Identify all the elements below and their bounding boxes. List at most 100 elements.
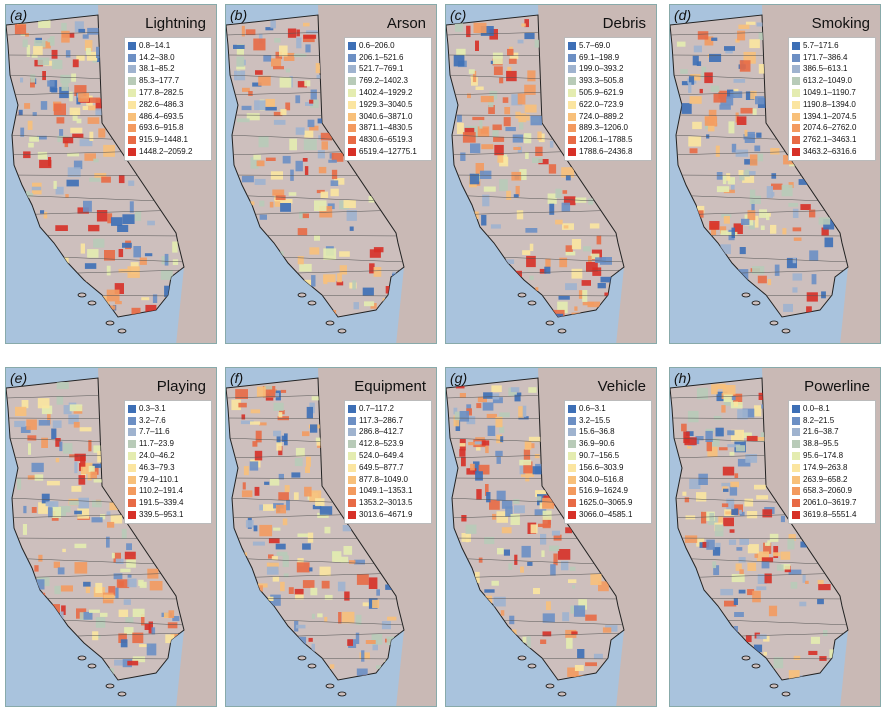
legend-label: 177.8–282.5 (139, 88, 184, 98)
island (325, 320, 335, 326)
fire-region (21, 400, 29, 409)
fire-region (241, 175, 254, 183)
fire-region (504, 317, 512, 322)
fire-region (702, 511, 715, 521)
fire-region (756, 634, 767, 640)
fire-region (558, 295, 570, 300)
panel-title: Smoking (811, 15, 870, 32)
legend-entry: 38.8–95.5 (792, 438, 872, 450)
fire-region (253, 525, 258, 532)
fire-region (821, 291, 826, 299)
legend-entry: 1448.2–2059.2 (128, 146, 208, 158)
fire-region (310, 99, 319, 108)
fire-region (303, 22, 310, 27)
fire-region (519, 465, 526, 475)
fire-region (552, 309, 565, 317)
fire-region (503, 549, 510, 556)
fire-region (246, 113, 260, 121)
fire-region (717, 643, 729, 653)
fire-region (499, 412, 510, 418)
fire-region (32, 112, 37, 116)
fire-region (40, 210, 45, 214)
fire-region (557, 301, 568, 314)
fire-region (757, 153, 764, 162)
fire-region (482, 402, 494, 411)
fire-region (517, 93, 526, 105)
fire-region (520, 316, 529, 317)
legend-swatch (568, 100, 576, 109)
fire-region (141, 675, 152, 680)
legend-label: 613.2–1049.0 (803, 76, 852, 86)
fire-region (568, 579, 577, 583)
fire-region (752, 590, 761, 603)
fire-region (513, 147, 521, 150)
fire-region (49, 654, 55, 663)
fire-region (87, 27, 99, 35)
fire-region (261, 310, 269, 314)
fire-region (80, 281, 87, 290)
fire-region (74, 510, 82, 515)
legend-swatch (128, 452, 136, 461)
fire-region (818, 584, 831, 591)
fire-region (89, 177, 101, 182)
legend-swatch (348, 136, 356, 145)
fire-region (93, 479, 107, 483)
fire-region (372, 599, 380, 609)
fire-region (386, 297, 399, 303)
legend-label: 6519.4–12775.1 (359, 147, 417, 157)
fire-region (294, 636, 307, 646)
fire-region (758, 32, 764, 41)
fire-region (124, 551, 136, 560)
fire-region (770, 148, 780, 155)
fire-region (339, 265, 347, 275)
fire-region (275, 195, 286, 201)
fire-region (792, 227, 802, 232)
fire-region (809, 209, 816, 218)
fire-region (281, 435, 287, 442)
fire-region (756, 132, 762, 138)
fire-region (48, 507, 53, 518)
fire-region (520, 566, 524, 573)
legend: 0.0–8.1 8.2–21.5 21.6–38.7 38.8–95.5 95.6–17… (788, 400, 876, 524)
fire-region (570, 605, 574, 614)
fire-region (773, 552, 781, 557)
fire-region (376, 665, 382, 669)
fire-region (26, 231, 32, 243)
fire-region (706, 605, 711, 611)
fire-region (22, 524, 27, 535)
fire-region (735, 563, 742, 571)
fire-region (83, 611, 93, 620)
legend-label: 286.8–412.7 (359, 427, 404, 437)
fire-region (262, 386, 276, 398)
fire-region (87, 249, 99, 258)
legend-entry: 2061.0–3619.7 (792, 497, 872, 509)
fire-region (723, 392, 733, 402)
legend-entry: 1206.1–1788.5 (568, 134, 648, 146)
legend: 0.3–3.1 3.2–7.6 7.7–11.6 11.7–23.9 24.0–46.2… (124, 400, 212, 524)
fire-region (250, 157, 259, 169)
legend-entry: 0.7–117.2 (348, 403, 428, 415)
fire-region (53, 103, 66, 116)
fire-region (495, 668, 506, 673)
fire-region (254, 486, 260, 496)
fire-region (78, 28, 86, 33)
fire-region (702, 541, 710, 548)
legend-swatch (348, 112, 356, 121)
fire-region (84, 263, 97, 269)
fire-region (547, 193, 557, 204)
map-panel-smoking: (d) Smoking 5.7–171.6 171.7–386.4 386.5–613.… (669, 4, 881, 344)
fire-region (708, 517, 718, 525)
fire-region (483, 392, 493, 399)
fire-region (710, 290, 715, 295)
fire-region (329, 153, 334, 159)
legend-entry: 1049.1–1353.1 (348, 486, 428, 498)
fire-region (687, 410, 699, 423)
fire-region (792, 287, 798, 293)
island (325, 683, 335, 689)
fire-region (309, 490, 322, 503)
fire-region (323, 274, 336, 283)
fire-region (744, 129, 748, 137)
fire-region (496, 511, 508, 523)
fire-region (692, 121, 702, 130)
fire-region (71, 681, 75, 684)
